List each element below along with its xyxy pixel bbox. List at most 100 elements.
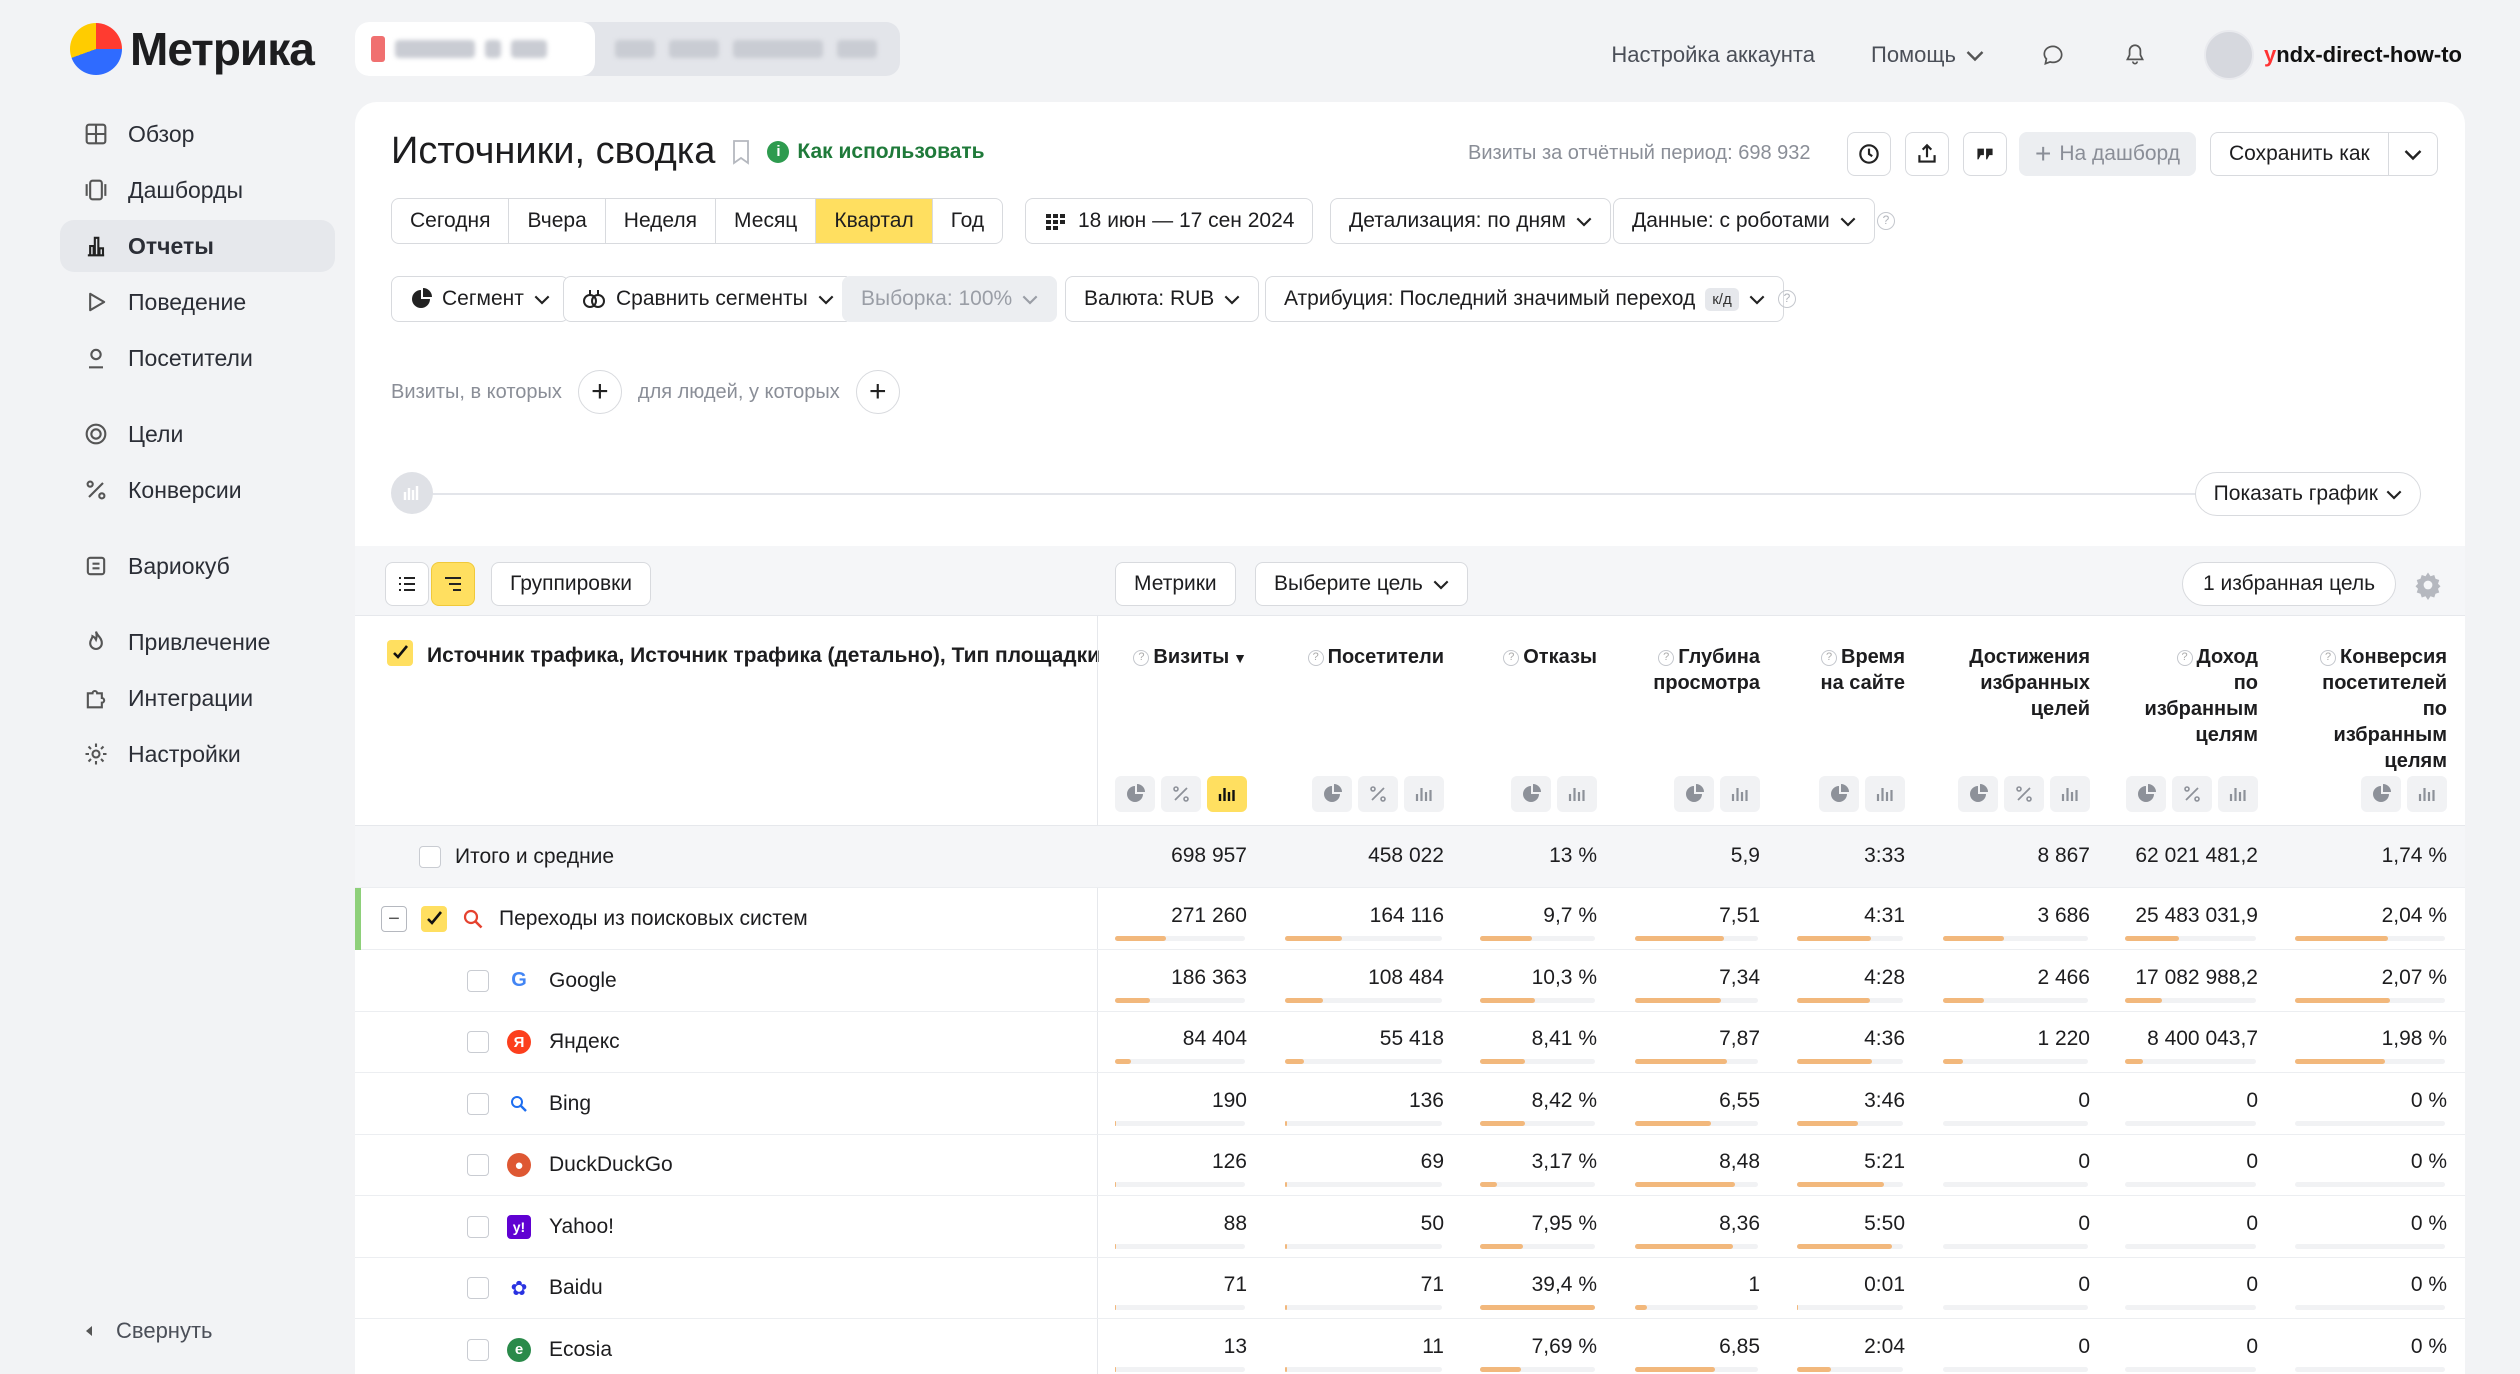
sidebar-item-acquisition[interactable]: Привлечение (60, 616, 335, 668)
list-view-button[interactable] (385, 562, 429, 606)
period-month[interactable]: Месяц (716, 199, 817, 243)
pie-chart-icon[interactable] (1674, 776, 1714, 812)
help-icon[interactable]: ? (1821, 649, 1838, 666)
add-visit-condition-button[interactable]: + (577, 370, 622, 414)
column-header-2[interactable]: ? Посетители (1307, 644, 1444, 670)
user-menu[interactable]: yndx-direct-how-to (2203, 30, 2462, 80)
metrics-button[interactable]: Метрики (1115, 562, 1236, 606)
row-checkbox[interactable] (419, 846, 441, 868)
bar-chart-icon[interactable] (1207, 776, 1247, 812)
help-icon[interactable]: ? (1877, 212, 1895, 230)
dimension-header[interactable]: Источник трафика, Источник трафика (дета… (387, 640, 1100, 668)
bar-chart-icon[interactable] (1865, 776, 1905, 812)
column-header-4[interactable]: ? Глубина просмотра (1653, 644, 1760, 696)
sidebar-item-overview[interactable]: Обзор (60, 108, 335, 160)
to-dashboard-button[interactable]: + На дашборд (2019, 132, 2196, 176)
sidebar-item-behavior[interactable]: Поведение (60, 276, 335, 328)
help-icon[interactable]: ? (1658, 649, 1675, 666)
period-year[interactable]: Год (950, 209, 985, 232)
bar-chart-icon[interactable] (1404, 776, 1444, 812)
collapse-sidebar-button[interactable]: Свернуть (82, 1318, 213, 1344)
pie-chart-icon[interactable] (2361, 776, 2401, 812)
select-all-checkbox[interactable] (387, 640, 413, 666)
help-icon[interactable]: ? (1133, 649, 1150, 666)
table-settings-gear-icon[interactable] (2413, 570, 2443, 600)
row-checkbox[interactable] (467, 969, 489, 992)
pie-chart-icon[interactable] (2126, 776, 2166, 812)
choose-goal-dropdown[interactable]: Выберите цель (1255, 562, 1468, 606)
notifications-button[interactable] (2122, 42, 2148, 68)
quote-button[interactable] (1963, 132, 2007, 176)
collapse-row-button[interactable]: − (381, 906, 407, 932)
tree-view-button[interactable] (431, 562, 475, 606)
counter-tab-other[interactable] (595, 22, 877, 76)
counter-tab-active[interactable] (355, 22, 595, 76)
column-header-6[interactable]: Достижения избранных целей (1969, 644, 2090, 722)
row-checkbox[interactable] (467, 1215, 489, 1238)
how-to-use-link[interactable]: i Как использовать (767, 140, 985, 164)
bar-chart-icon[interactable] (2218, 776, 2258, 812)
row-checkbox[interactable] (467, 1277, 489, 1299)
sidebar-item-goals[interactable]: Цели (60, 408, 335, 460)
pie-chart-icon[interactable] (1958, 776, 1998, 812)
help-icon[interactable]: ? (1307, 649, 1324, 666)
row-checkbox[interactable] (467, 1031, 489, 1053)
save-as-button[interactable]: Сохранить как (2210, 132, 2438, 176)
pie-chart-icon[interactable] (1819, 776, 1859, 812)
export-button[interactable] (1905, 132, 1949, 176)
save-as-dropdown[interactable] (2389, 145, 2437, 163)
sidebar-item-variocube[interactable]: Вариокуб (60, 540, 335, 592)
table-row[interactable]: ● DuckDuckGo 126 69 3,17 % 8,48 5:21 0 0 0 % (355, 1134, 2465, 1196)
help-icon[interactable]: ? (2320, 649, 2337, 666)
pie-chart-icon[interactable] (1312, 776, 1352, 812)
percent-icon[interactable] (1358, 776, 1398, 812)
sidebar-item-reports[interactable]: Отчеты (60, 220, 335, 272)
history-button[interactable] (1847, 132, 1891, 176)
percent-icon[interactable] (2004, 776, 2044, 812)
period-yesterday[interactable]: Вчера (509, 199, 606, 243)
table-row[interactable]: y! Yahoo! 88 50 7,95 % 8,36 5:50 0 0 0 % (355, 1196, 2465, 1258)
period-today[interactable]: Сегодня (392, 199, 510, 243)
attribution-dropdown[interactable]: Атрибуция: Последний значимый переход к/… (1265, 276, 1784, 322)
account-settings-link[interactable]: Настройка аккаунта (1611, 42, 1815, 67)
row-checkbox[interactable] (467, 1154, 489, 1176)
bar-chart-icon[interactable] (1720, 776, 1760, 812)
sidebar-item-dashboards[interactable]: Дашборды (60, 164, 335, 216)
help-menu[interactable]: Помощь (1871, 42, 1984, 68)
table-row[interactable]: − Переходы из поисковых систем 271 260 164 … (355, 888, 2465, 950)
row-checkbox[interactable] (467, 1092, 489, 1115)
sample-dropdown[interactable]: Выборка: 100% (842, 276, 1058, 322)
compare-segments-button[interactable]: Сравнить сегменты (563, 276, 853, 322)
currency-dropdown[interactable]: Валюта: RUB (1065, 276, 1260, 322)
help-icon[interactable]: ? (2176, 649, 2193, 666)
counter-tabs-blurred[interactable] (355, 22, 900, 76)
table-row-total[interactable]: Итого и средние 698 957 458 022 13 % 5,9 3:33… (355, 826, 2465, 888)
pie-chart-icon[interactable] (1115, 776, 1155, 812)
favorite-goal-pill[interactable]: 1 избранная цель (2182, 562, 2397, 606)
period-quarter[interactable]: Квартал (816, 199, 933, 243)
chart-toggle-knob[interactable] (391, 472, 433, 514)
table-row[interactable]: G Google 186 363 108 484 10,3 % 7,34 4:28 2 466… (355, 950, 2465, 1012)
bar-chart-icon[interactable] (1557, 776, 1597, 812)
date-range-picker[interactable]: 18 июн — 17 сен 2024 (1025, 198, 1314, 244)
app-logo[interactable]: Метрика (70, 22, 315, 76)
sidebar-item-settings[interactable]: Настройки (60, 728, 335, 780)
groupings-button[interactable]: Группировки (491, 562, 652, 606)
table-row[interactable]: ✿ Baidu 71 71 39,4 % 1 0:01 0 0 0 % (355, 1257, 2465, 1319)
column-header-3[interactable]: ? Отказы (1503, 644, 1597, 670)
period-week[interactable]: Неделя (606, 199, 717, 243)
column-header-1[interactable]: ? Визиты ▼ (1133, 644, 1247, 671)
bar-chart-icon[interactable] (2407, 776, 2447, 812)
show-graph-button[interactable]: Показать график (2194, 472, 2421, 516)
percent-icon[interactable] (2172, 776, 2212, 812)
sidebar-item-integrations[interactable]: Интеграции (60, 672, 335, 724)
segment-button[interactable]: Сегмент (391, 276, 569, 322)
table-row[interactable]: Bing 190 136 8,42 % 6,55 3:46 0 0 0 % (355, 1073, 2465, 1135)
sidebar-item-conversions[interactable]: Конверсии (60, 464, 335, 516)
bar-chart-icon[interactable] (2050, 776, 2090, 812)
table-row[interactable]: Я Яндекс 84 404 55 418 8,41 % 7,87 4:36 1 220 8 … (355, 1011, 2465, 1073)
chat-button[interactable] (2040, 42, 2066, 68)
column-header-8[interactable]: ? Конверсия посетителей по избранным целям (2320, 644, 2447, 774)
table-row[interactable]: e Ecosia 13 11 7,69 % 6,85 2:04 0 0 0 % (355, 1319, 2465, 1374)
detail-dropdown[interactable]: Детализация: по дням (1330, 198, 1611, 244)
